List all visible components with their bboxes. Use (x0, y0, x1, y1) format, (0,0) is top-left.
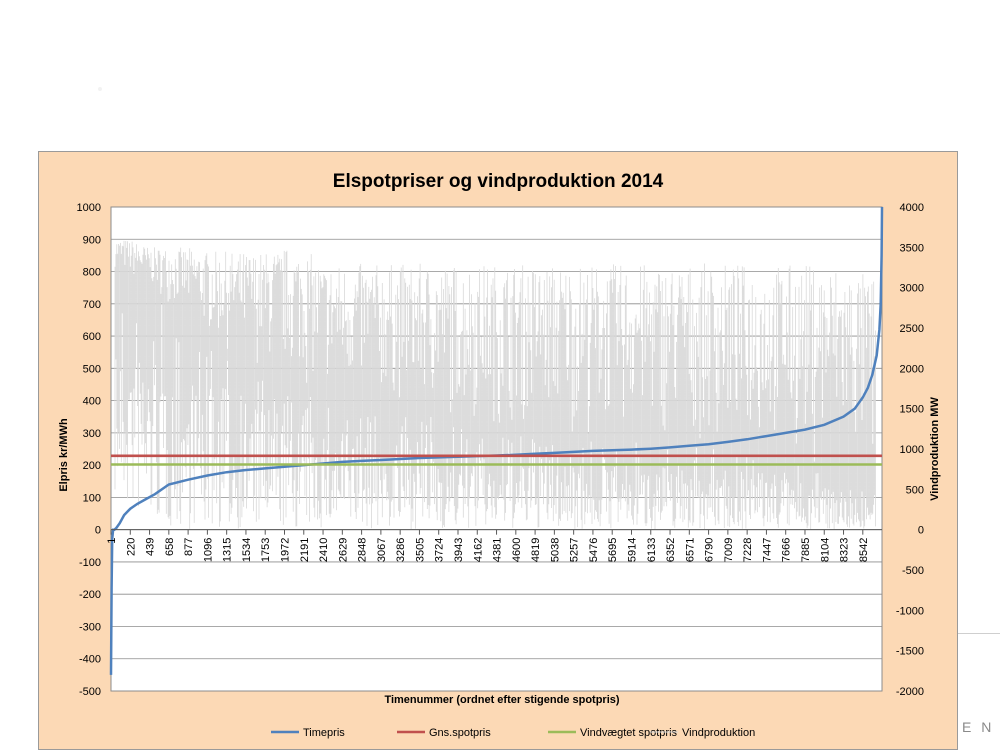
y-tick-label: 100 (83, 492, 101, 504)
y2-tick-label: 0 (918, 525, 924, 537)
y2-tick-label: 1500 (900, 404, 924, 416)
x-tick-label: 4381 (492, 538, 504, 562)
x-tick-label: 3505 (414, 538, 426, 562)
corner-text: E N (962, 719, 995, 735)
y2-tick-label: 3000 (900, 283, 924, 295)
divider-line (958, 633, 1000, 634)
x-tick-label: 2410 (318, 538, 330, 562)
x-tick-label: 7666 (781, 538, 793, 562)
x-tick-label: 1096 (202, 538, 214, 562)
y2-tick-label: -2000 (896, 686, 924, 698)
legend-label: Vindproduktion (682, 727, 755, 739)
y-tick-label: 1000 (77, 202, 101, 214)
y-tick-label: -400 (79, 654, 101, 666)
decorative-dot (98, 87, 102, 91)
y-tick-label: -100 (79, 557, 101, 569)
x-tick-label: 3724 (434, 538, 446, 562)
x-tick-label: 877 (183, 538, 195, 556)
x-tick-label: 2191 (299, 538, 311, 562)
y2-tick-label: 3500 (900, 242, 924, 254)
y-tick-label: 800 (83, 267, 101, 279)
x-tick-label: 7447 (761, 538, 773, 562)
x-tick-label: 6571 (684, 538, 696, 562)
x-tick-label: 5914 (627, 538, 639, 562)
x-tick-label: 1315 (222, 538, 234, 562)
series-vindproduktion (114, 240, 876, 530)
x-tick-label: 1753 (260, 538, 272, 562)
chart-title: Elspotpriser og vindproduktion 2014 (333, 171, 664, 192)
x-tick-label: 7885 (800, 538, 812, 562)
x-tick-label: 6790 (704, 538, 716, 562)
y-tick-label: 600 (83, 331, 101, 343)
x-tick-label: 220 (125, 538, 137, 556)
y2-tick-label: 500 (906, 484, 924, 496)
legend-label: Gns.spotpris (429, 727, 491, 739)
chart-svg: Elspotpriser og vindproduktion 2014 -500… (58, 171, 941, 739)
x-tick-label: 5695 (607, 538, 619, 562)
x-tick-label: 4600 (511, 538, 523, 562)
y2-tick-label: -1500 (896, 646, 924, 658)
y2-axis-label: Vindproduktion MW (929, 397, 941, 501)
x-tick-label: 6133 (646, 538, 658, 562)
y-tick-label: 200 (83, 460, 101, 472)
x-tick-label: 8104 (819, 538, 831, 562)
x-tick-label: 5476 (588, 538, 600, 562)
y-tick-label: 300 (83, 428, 101, 440)
x-tick-label: 3067 (376, 538, 388, 562)
legend-label: Vindvægtet spotpris (580, 727, 678, 739)
x-tick-label: 1972 (280, 538, 292, 562)
y-tick-label: 0 (95, 525, 101, 537)
x-tick-label: 5257 (569, 538, 581, 562)
x-tick-label: 3943 (453, 538, 465, 562)
y2-tick-label: 4000 (900, 202, 924, 214)
x-tick-label: 4162 (472, 538, 484, 562)
x-tick-label: 439 (145, 538, 157, 556)
y-tick-label: 700 (83, 299, 101, 311)
y2-tick-label: 2500 (900, 323, 924, 335)
x-tick-label: 7228 (742, 538, 754, 562)
y2-tick-label: 2000 (900, 363, 924, 375)
chart-area: Elspotpriser og vindproduktion 2014 -500… (38, 151, 958, 750)
y-tick-label: -200 (79, 589, 101, 601)
x-axis-label: Timenummer (ordnet efter stigende spotpr… (384, 694, 619, 706)
x-tick-label: 8323 (839, 538, 851, 562)
y-tick-label: 400 (83, 396, 101, 408)
y-tick-label: 500 (83, 363, 101, 375)
x-tick-label: 3286 (395, 538, 407, 562)
legend-label: Timepris (303, 727, 345, 739)
y2-tick-label: -500 (902, 565, 924, 577)
x-tick-label: 6352 (665, 538, 677, 562)
x-tick-label: 4819 (530, 538, 542, 562)
x-tick-label: 1534 (241, 538, 253, 562)
x-tick-label: 2629 (337, 538, 349, 562)
y-axis-label: Elpris kr/MWh (58, 418, 70, 492)
x-tick-label: 7009 (723, 538, 735, 562)
x-tick-label: 658 (164, 538, 176, 556)
y-tick-label: 900 (83, 234, 101, 246)
y2-tick-label: -1000 (896, 605, 924, 617)
legend: Timepris Gns.spotpris Vindvægtet spotpris V… (271, 727, 755, 739)
y-tick-label: -300 (79, 621, 101, 633)
x-tick-label: 8542 (858, 538, 870, 562)
x-tick-label: 2848 (357, 538, 369, 562)
y-tick-label: -500 (79, 686, 101, 698)
x-tick-label: 5038 (549, 538, 561, 562)
x-tick-label: 1 (106, 538, 118, 544)
y2-tick-label: 1000 (900, 444, 924, 456)
